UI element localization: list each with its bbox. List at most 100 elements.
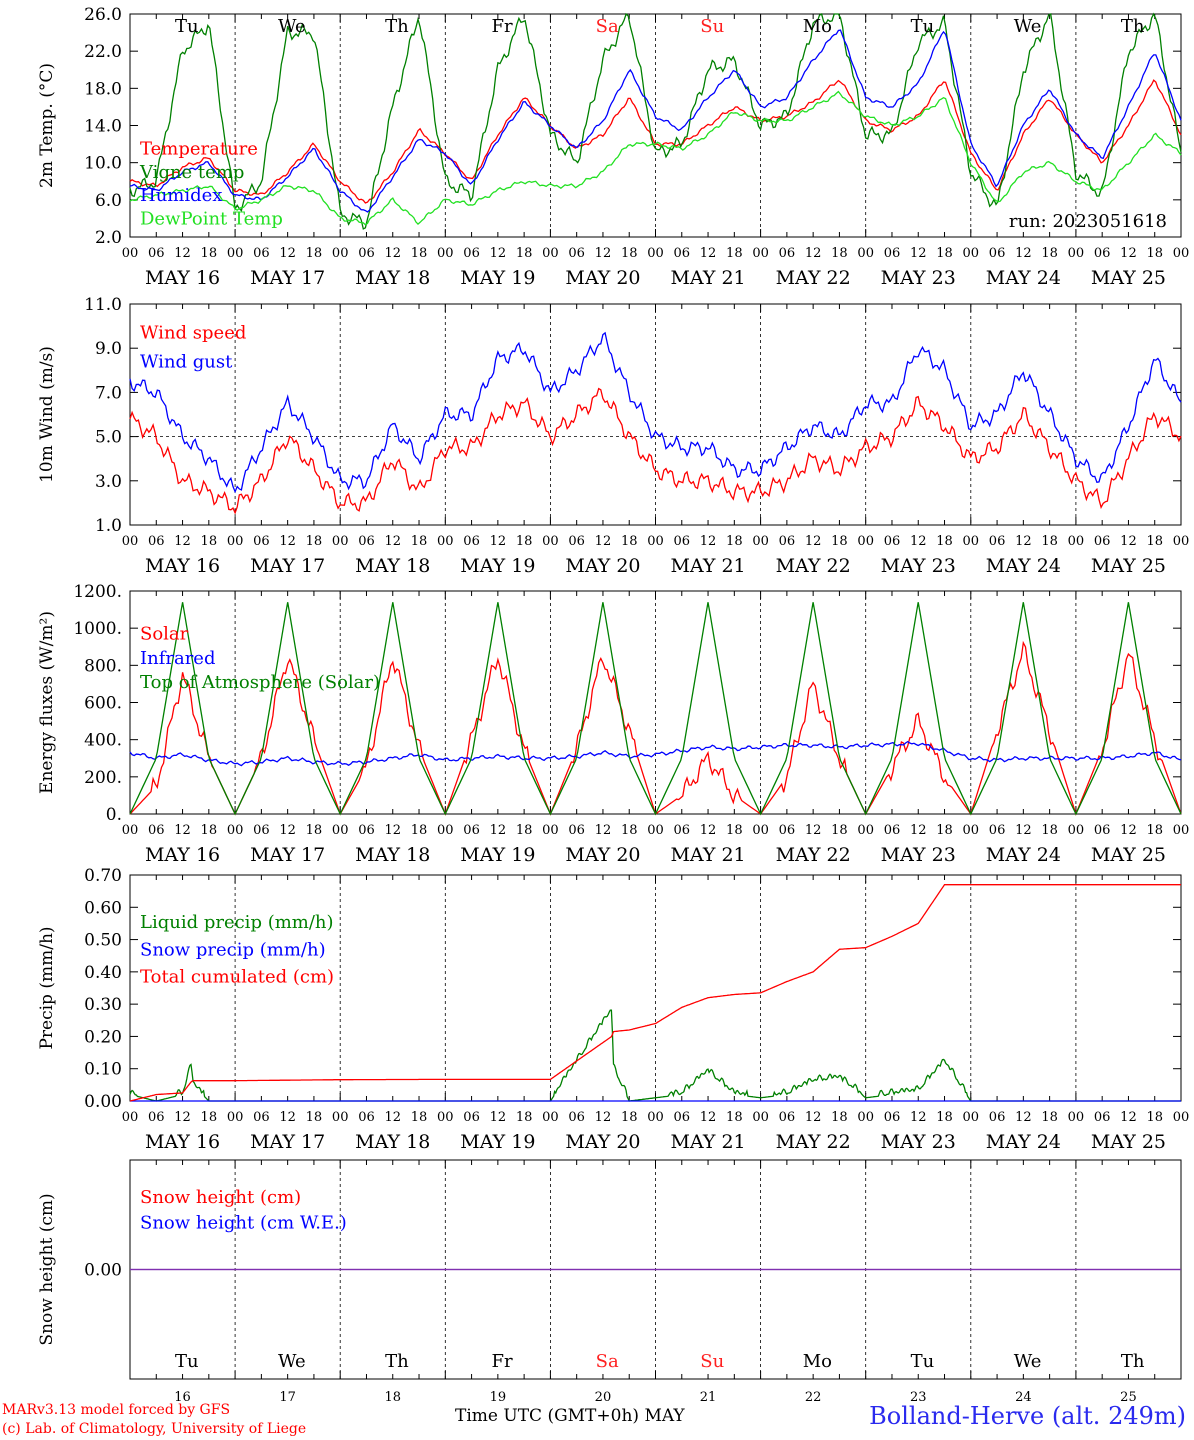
hour-tick-label: 12	[279, 534, 296, 549]
hour-tick-label: 06	[674, 823, 691, 838]
day-label: MAY 16	[145, 555, 220, 577]
hour-tick-label: 06	[884, 246, 901, 261]
hour-tick-label: 12	[595, 1110, 612, 1125]
hour-tick-label: 18	[1041, 1110, 1058, 1125]
day-label: MAY 20	[565, 267, 640, 289]
hour-tick-label: 12	[384, 246, 401, 261]
weekday-label: Th	[1121, 16, 1145, 37]
hour-tick-label: 18	[1146, 534, 1163, 549]
hour-tick-label: 18	[1146, 823, 1163, 838]
hour-tick-label: 12	[1015, 823, 1032, 838]
day-label: MAY 19	[460, 267, 535, 289]
hour-tick-label: 00	[122, 534, 139, 549]
hour-tick-label: 18	[621, 246, 638, 261]
legend-entry: Vigne temp	[139, 162, 244, 183]
hour-tick-label: 00	[963, 823, 980, 838]
hour-tick-label: 00	[542, 534, 559, 549]
hour-tick-label: 00	[963, 534, 980, 549]
y-tick-label: 9.0	[95, 339, 122, 359]
hour-tick-label: 06	[148, 246, 165, 261]
hour-tick-label: 12	[910, 1110, 927, 1125]
y-tick-label: 14.0	[84, 117, 122, 137]
y-axis-label: 2m Temp. (°C)	[37, 63, 57, 188]
hour-tick-label: 00	[752, 823, 769, 838]
series-line-dewpoint-temp	[129, 90, 1182, 226]
hour-tick-label: 12	[595, 534, 612, 549]
hour-tick-label: 12	[1120, 534, 1137, 549]
hour-tick-label: 18	[1041, 823, 1058, 838]
hour-tick-label: 00	[752, 1110, 769, 1125]
hour-tick-label: 00	[752, 534, 769, 549]
legend-entry: Snow height (cm)	[140, 1187, 301, 1208]
hour-tick-label: 18	[516, 823, 533, 838]
day-number-label: 24	[1015, 1390, 1032, 1405]
hour-tick-label: 12	[700, 823, 717, 838]
hour-tick-label: 12	[174, 246, 191, 261]
hour-tick-label: 00	[332, 823, 349, 838]
hour-tick-label: 00	[647, 246, 664, 261]
hour-tick-label: 18	[306, 246, 323, 261]
hour-tick-label: 18	[831, 534, 848, 549]
day-label: MAY 19	[460, 1131, 535, 1153]
hour-tick-label: 18	[831, 246, 848, 261]
y-tick-label: 0.10	[84, 1060, 122, 1080]
hour-tick-label: 18	[201, 1110, 218, 1125]
y-axis-label: 10m Wind (m/s)	[37, 346, 57, 483]
hour-tick-label: 12	[384, 823, 401, 838]
hour-tick-label: 00	[1173, 1110, 1190, 1125]
weekday-label: Sa	[596, 1351, 619, 1372]
hour-tick-label: 06	[568, 246, 585, 261]
hour-tick-label: 00	[1173, 246, 1190, 261]
y-tick-label: 2.0	[95, 228, 122, 248]
hour-tick-label: 06	[674, 534, 691, 549]
weekday-label: Fr	[492, 16, 513, 37]
hour-tick-label: 00	[1173, 823, 1190, 838]
hour-tick-label: 12	[174, 534, 191, 549]
hour-tick-label: 06	[779, 1110, 796, 1125]
hour-tick-label: 00	[857, 534, 874, 549]
hour-tick-label: 12	[490, 534, 507, 549]
day-label: MAY 19	[460, 555, 535, 577]
hour-tick-label: 00	[963, 246, 980, 261]
y-tick-label: 0.40	[84, 963, 122, 983]
y-tick-label: 22.0	[84, 42, 122, 62]
hour-tick-label: 00	[542, 246, 559, 261]
hour-tick-label: 12	[384, 1110, 401, 1125]
hour-tick-label: 00	[1068, 1110, 1085, 1125]
hour-tick-label: 00	[332, 246, 349, 261]
legend-entry: Humidex	[140, 185, 222, 206]
hour-tick-label: 06	[253, 246, 270, 261]
hour-tick-label: 12	[1120, 1110, 1137, 1125]
hour-tick-label: 12	[700, 1110, 717, 1125]
y-tick-label: 5.0	[95, 428, 122, 448]
hour-tick-label: 18	[411, 246, 428, 261]
hour-tick-label: 06	[463, 823, 480, 838]
legend-entry: Total cumulated (cm)	[140, 967, 334, 988]
y-tick-label: 1.0	[95, 516, 122, 536]
hour-tick-label: 12	[910, 534, 927, 549]
hour-tick-label: 12	[174, 823, 191, 838]
y-tick-label: 10.0	[84, 154, 122, 174]
hour-tick-label: 00	[1068, 246, 1085, 261]
legend-entry: Infrared	[140, 648, 215, 669]
day-label: MAY 18	[355, 555, 430, 577]
hour-tick-label: 00	[227, 823, 244, 838]
hour-tick-label: 18	[831, 823, 848, 838]
series-line-wind-gust	[129, 331, 1182, 494]
y-tick-label: 0.30	[84, 995, 122, 1015]
day-label: MAY 22	[776, 844, 851, 866]
y-tick-label: 600.	[84, 694, 122, 714]
y-tick-label: 0.70	[84, 866, 122, 886]
hour-tick-label: 12	[1015, 1110, 1032, 1125]
hour-tick-label: 06	[884, 534, 901, 549]
hour-tick-label: 18	[1146, 246, 1163, 261]
day-label: MAY 17	[250, 844, 325, 866]
hour-tick-label: 06	[568, 534, 585, 549]
weekday-label: We	[278, 1351, 306, 1372]
day-label: MAY 24	[986, 555, 1061, 577]
legend-entry: Snow height (cm W.E.)	[140, 1212, 347, 1233]
hour-tick-label: 12	[805, 534, 822, 549]
weekday-label: Th	[385, 1351, 409, 1372]
day-label: MAY 16	[145, 844, 220, 866]
